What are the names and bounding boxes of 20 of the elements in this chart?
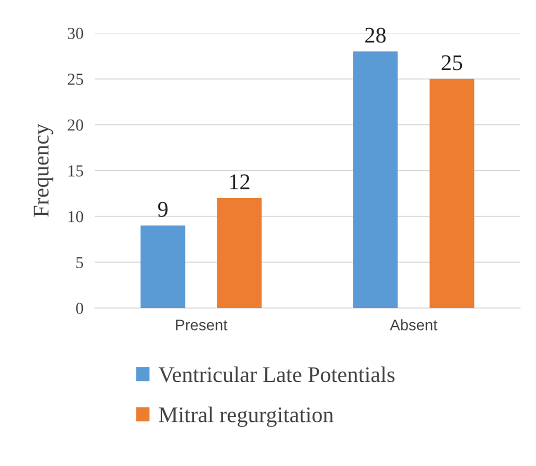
y-axis-title: Frequency: [34, 124, 54, 217]
x-tick-label: Present: [176, 320, 228, 330]
data-label: 25: [442, 55, 462, 70]
y-tick-label: 20: [68, 119, 84, 131]
y-tick-label: 25: [68, 74, 84, 85]
y-tick-label: 0: [76, 302, 84, 314]
y-tick-label: 15: [68, 165, 84, 177]
data-label: 28: [365, 28, 386, 43]
bar: [430, 78, 474, 308]
bar: [140, 226, 186, 308]
legend-label: Mitral regurgitation: [158, 406, 334, 427]
bar: [217, 198, 262, 308]
legend-label: Ventricular Late Potentials: [158, 366, 394, 382]
bar: [353, 51, 398, 308]
data-label: 12: [230, 174, 250, 190]
y-tick-label: 30: [68, 28, 84, 40]
y-tick-label: 5: [76, 257, 84, 268]
x-tick-label: Absent: [390, 319, 438, 330]
data-label: 9: [158, 202, 168, 217]
y-tick-label: 10: [68, 211, 84, 222]
